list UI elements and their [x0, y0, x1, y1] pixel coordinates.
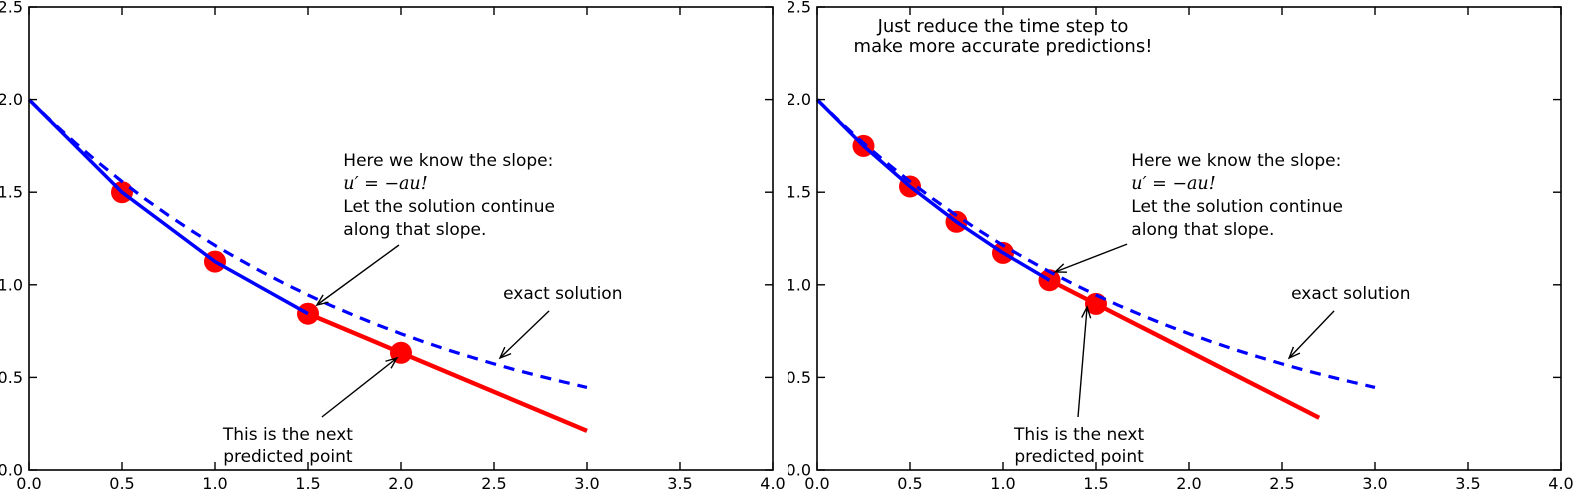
slope-note-line-2: u′ = −au!	[343, 174, 427, 194]
plot-background	[0, 0, 788, 491]
x-tick-label: 2.0	[1176, 474, 1201, 491]
exact-solution-label: exact solution	[503, 284, 622, 304]
y-tick-label: 0.5	[0, 368, 23, 387]
y-tick-label: 1.0	[788, 275, 811, 294]
predicted-continuation-line	[307, 311, 588, 433]
annotation-arrow	[321, 356, 399, 418]
slope-note-line-1: Here we know the slope:	[343, 151, 553, 171]
x-tick-label: 1.5	[295, 474, 320, 491]
plot-background	[788, 0, 1576, 491]
annotation-arrow	[1077, 305, 1092, 418]
y-tick-label: 2.5	[788, 0, 811, 17]
x-tick-label: 2.5	[1269, 474, 1294, 491]
exact-solution-line	[815, 98, 1376, 389]
x-tick-label: 2.0	[388, 474, 413, 491]
y-tick-label: 2.0	[788, 90, 811, 109]
exact-solution-line	[27, 98, 588, 389]
predicted-point-label-line-2: predicted point	[1014, 447, 1144, 467]
slope-note-line-3: Let the solution continue	[1131, 197, 1343, 217]
x-tick-label: 3.0	[1362, 474, 1387, 491]
x-tick-label: 1.5	[1083, 474, 1108, 491]
annotation-arrow	[315, 244, 400, 307]
x-tick-label: 0.5	[109, 474, 134, 491]
y-tick-label: 2.0	[0, 90, 23, 109]
y-tick-label: 1.0	[0, 275, 23, 294]
slope-note-line-3: Let the solution continue	[343, 197, 555, 217]
annotation-arrow	[498, 310, 550, 360]
y-tick-label: 2.5	[0, 0, 23, 17]
predicted-continuation-line	[1048, 278, 1321, 420]
plot-right: 0.0 0.5 1.0 1.5 2.0 2.5 3.0 3.5 4.0 0.0 0.5 1.0 1.5 2…	[788, 0, 1576, 491]
x-tick-label: 1.0	[202, 474, 227, 491]
x-tick-label: 0.0	[804, 474, 829, 491]
numerical-solution-line	[815, 98, 1051, 282]
predicted-point-label-line-2: predicted point	[223, 447, 353, 467]
y-tick-label: 1.5	[788, 183, 811, 202]
y-tick-label: 1.5	[0, 183, 23, 202]
x-tick-label: 0.5	[897, 474, 922, 491]
slope-note-line-1: Here we know the slope:	[1131, 151, 1341, 171]
y-tick-label: 0.5	[788, 368, 811, 387]
x-tick-label: 1.0	[990, 474, 1015, 491]
y-tick-label: 0.0	[0, 461, 23, 480]
slope-note-line-4: along that slope.	[343, 220, 486, 240]
exact-solution-label: exact solution	[1291, 284, 1410, 304]
slope-note-line-2: u′ = −au!	[1131, 174, 1215, 194]
x-tick-label: 4.0	[1548, 474, 1573, 491]
x-tick-label: 3.5	[1455, 474, 1480, 491]
x-tick-label: 4.0	[760, 474, 785, 491]
plot-title-line-2: make more accurate predictions!	[854, 36, 1153, 57]
plot-title-line-1: Just reduce the time step to	[877, 16, 1129, 37]
x-tick-label: 3.0	[574, 474, 599, 491]
numerical-solution-line	[27, 98, 309, 316]
annotation-arrow	[1053, 243, 1128, 273]
x-tick-label: 0.0	[16, 474, 41, 491]
y-tick-label: 0.0	[788, 461, 811, 480]
predicted-point-label-line-1: This is the next	[1013, 425, 1144, 445]
x-tick-label: 3.5	[667, 474, 692, 491]
plot-left: 0.0 0.5 1.0 1.5 2.0 2.5 3.0 3.5 4.0 0.0 0.5 1.0 1.5 2…	[0, 0, 788, 491]
slope-note-line-4: along that slope.	[1131, 220, 1274, 240]
x-tick-label: 2.5	[481, 474, 506, 491]
predicted-point-label-line-1: This is the next	[222, 425, 353, 445]
annotation-arrow	[1287, 310, 1335, 360]
